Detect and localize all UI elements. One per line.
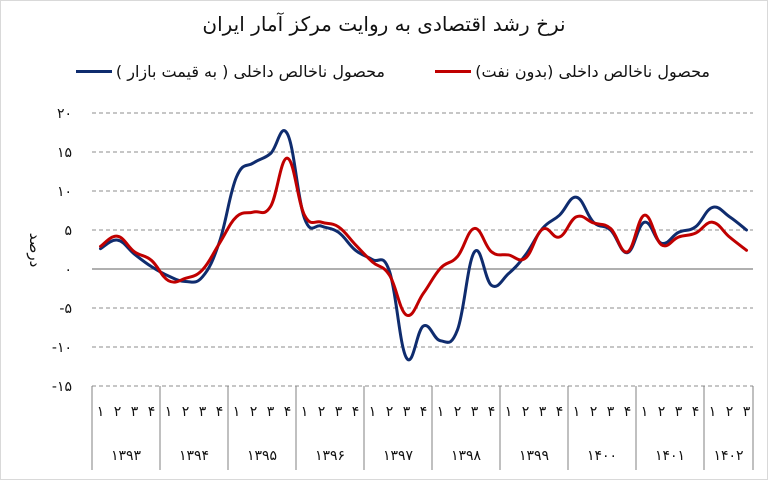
x-quarter-label: ۲ [658, 404, 666, 420]
x-year-label: ۱۳۹۶ [315, 448, 345, 464]
y-tick-label: -۱۵ [52, 379, 72, 395]
y-tick-label: -۱۰ [52, 340, 72, 356]
line-gdp-non-oil [99, 156, 748, 317]
legend-label-non-oil-gdp: محصول ناخالص داخلی (بدون نفت) [475, 61, 710, 81]
y-tick-label: -۵ [59, 301, 72, 317]
x-quarter-label: ۲ [590, 404, 598, 420]
x-year-label: ۱۳۹۴ [179, 448, 209, 464]
x-year-label: ۱۳۹۷ [383, 448, 414, 464]
x-quarter-label: ۱ [505, 404, 513, 420]
x-year-label: ۱۴۰۱ [655, 448, 685, 464]
y-tick-label: ۲۰ [57, 106, 72, 122]
y-tick-label: ۰ [64, 262, 72, 278]
x-quarter-label: ۲ [318, 404, 326, 420]
x-quarter-label: ۲ [250, 404, 258, 420]
x-quarter-label: ۲ [454, 404, 462, 420]
x-quarter-label: ۱ [641, 404, 649, 420]
y-axis-label: درصد [26, 233, 44, 268]
x-quarter-label: ۳ [131, 404, 139, 420]
legend-item-market-price-gdp: محصول ناخالص داخلی ( به قیمت بازار ) [75, 58, 385, 84]
x-quarter-label: ۳ [403, 404, 411, 420]
x-quarter-label: ۳ [471, 404, 479, 420]
x-quarter-label: ۲ [726, 404, 734, 420]
x-quarter-label: ۳ [267, 404, 275, 420]
x-quarter-label: ۲ [522, 404, 530, 420]
x-quarter-label: ۱ [165, 404, 173, 420]
x-quarter-label: ۳ [675, 404, 683, 420]
gridlines [92, 112, 753, 387]
x-quarter-label: ۳ [607, 404, 615, 420]
legend-swatch-red-line-icon [435, 69, 472, 73]
x-quarter-label: ۴ [148, 404, 156, 420]
x-year-label: ۱۳۹۳ [111, 448, 142, 464]
x-quarter-label: ۱ [573, 404, 581, 420]
x-quarter-label: ۱ [369, 404, 377, 420]
y-axis: ۲۰ ۱۵ ۱۰ ۵ ۰ -۵ -۱۰ -۱۵ [52, 106, 72, 395]
y-tick-label: ۵ [64, 223, 72, 239]
x-quarter-label: ۳ [743, 404, 751, 420]
legend-item-non-oil-gdp: محصول ناخالص داخلی (بدون نفت) [435, 58, 710, 84]
x-quarter-label: ۱ [233, 404, 241, 420]
x-year-label: ۱۴۰۲ [713, 448, 743, 464]
x-quarter-label: ۴ [692, 404, 700, 420]
x-quarter-label: ۱ [437, 404, 445, 420]
x-quarter-label: ۴ [624, 404, 632, 420]
x-quarter-label: ۴ [352, 404, 360, 420]
x-year-label: ۱۴۰۰ [587, 448, 617, 464]
chart-title: نرخ رشد اقتصادی به روایت مرکز آمار ایران [202, 12, 566, 36]
x-quarter-label: ۳ [335, 404, 343, 420]
x-year-label: ۱۳۹۵ [247, 448, 277, 464]
x-quarter-label: ۳ [199, 404, 207, 420]
x-quarter-label: ۲ [182, 404, 190, 420]
x-quarter-label: ۲ [386, 404, 394, 420]
x-quarter-label: ۱ [97, 404, 105, 420]
line-gdp-market-price [99, 129, 748, 362]
x-quarter-label: ۴ [488, 404, 496, 420]
x-quarter-label: ۴ [420, 404, 428, 420]
x-quarter-label: ۴ [216, 404, 224, 420]
y-tick-label: ۱۵ [57, 145, 72, 161]
legend-label-market-price-gdp: محصول ناخالص داخلی ( به قیمت بازار ) [115, 61, 385, 81]
x-quarter-label: ۱ [709, 404, 717, 420]
x-year-label: ۱۳۹۹ [519, 448, 549, 464]
x-quarter-label: ۴ [556, 404, 564, 420]
x-quarter-label: ۳ [539, 404, 547, 420]
y-tick-label: ۱۰ [57, 184, 72, 200]
x-quarter-label: ۱ [301, 404, 309, 420]
legend-swatch-blue-line-icon [75, 69, 112, 73]
series-lines [99, 129, 748, 362]
x-quarter-label: ۲ [114, 404, 122, 420]
x-quarter-label: ۴ [284, 404, 292, 420]
x-year-label: ۱۳۹۸ [451, 448, 482, 464]
